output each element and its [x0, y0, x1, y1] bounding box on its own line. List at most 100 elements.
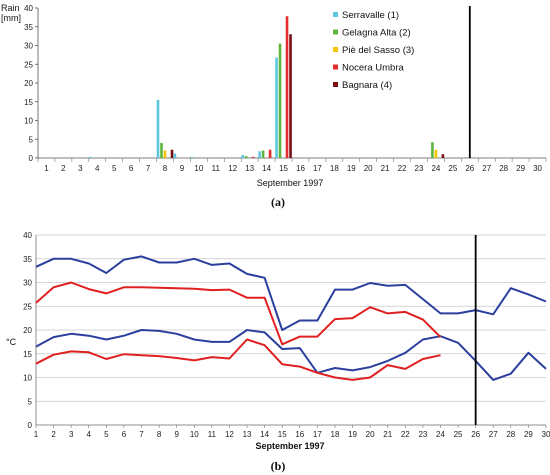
rain-x-tick-label: 24: [431, 164, 440, 173]
temperature-x-tick-label: 10: [190, 430, 199, 439]
rain-x-tick-label: 6: [129, 164, 134, 173]
rain-x-tick-label: 3: [78, 164, 83, 173]
caption-b: (b): [271, 459, 286, 473]
caption-a: (a): [271, 195, 285, 209]
temperature-series-line: [35, 255, 547, 331]
rain-legend-swatch: [333, 47, 338, 52]
rain-x-tick-label: 15: [279, 164, 288, 173]
temperature-x-tick-label: 22: [401, 430, 410, 439]
rain-x-tick-label: 29: [516, 164, 525, 173]
temperature-x-tick-label: 26: [471, 430, 480, 439]
temperature-y-tick-label: 35: [23, 255, 32, 264]
temperature-y-tick-label: 10: [23, 374, 32, 383]
rain-bar: [163, 150, 167, 158]
rain-y-tick-label: 5: [29, 135, 34, 144]
rain-x-tick-label: 10: [194, 164, 203, 173]
temperature-x-tick-label: 15: [278, 430, 287, 439]
temperature-x-tick-label: 9: [174, 430, 179, 439]
rain-x-tick-label: 12: [228, 164, 237, 173]
rain-x-tick-label: 16: [296, 164, 305, 173]
temperature-x-tick-label: 24: [436, 430, 445, 439]
temperature-y-tick-label: 40: [23, 231, 32, 240]
rain-x-label: September 1997: [257, 178, 324, 188]
rain-x-tick-label: 22: [398, 164, 407, 173]
rain-bar: [441, 154, 445, 158]
rain-bar: [275, 57, 278, 158]
temperature-x-tick-label: 28: [506, 430, 515, 439]
rain-legend-swatch: [333, 82, 338, 87]
rain-x-tick-label: 17: [313, 164, 322, 173]
temperature-series-line: [35, 329, 547, 381]
temperature-x-tick-label: 21: [383, 430, 392, 439]
temperature-x-label: September 1997: [255, 441, 324, 451]
rain-bar: [160, 143, 163, 158]
rain-legend-label: Piè del Sasso (3): [342, 45, 414, 56]
rain-y-tick-label: 30: [24, 42, 33, 51]
rain-bar: [268, 149, 272, 158]
temperature-x-tick-label: 8: [157, 430, 162, 439]
rain-x-tick-label: 23: [415, 164, 424, 173]
rain-bar: [88, 156, 92, 158]
temperature-x-tick-label: 12: [225, 430, 234, 439]
temperature-y-tick-label: 25: [23, 302, 32, 311]
rain-y-label-line1: Rain: [1, 3, 20, 13]
rain-x-tick-label: 7: [146, 164, 151, 173]
temperature-series-line: [35, 281, 442, 346]
rain-bar: [431, 142, 434, 158]
rain-y-axis: 0 5 10 15 20 25 30 35 40: [24, 4, 546, 163]
temperature-y-tick-label: 30: [23, 279, 32, 288]
temperature-x-tick-label: 2: [51, 430, 56, 439]
rain-x-axis: 1 2 3 4 5 6 7 8 9 10 11 12 13 14 15 16 17 18 19 20 21 22 23 24 2…: [37, 158, 547, 173]
rain-y-label-line2: [mm]: [1, 13, 21, 23]
temperature-x-tick-label: 17: [313, 430, 322, 439]
rain-bars: [88, 6, 471, 158]
temperature-x-tick-label: 1: [34, 430, 39, 439]
temperature-x-tick-label: 18: [331, 430, 340, 439]
rain-bar: [251, 156, 255, 158]
rain-legend-swatch: [333, 64, 338, 70]
temperature-x-tick-label: 25: [454, 430, 463, 439]
rain-bar: [278, 43, 282, 158]
rain-legend: Serravalle (1) Gelagna Alta (2) Piè del Sa…: [333, 10, 414, 91]
temperature-x-tick-label: 27: [489, 430, 498, 439]
rain-x-tick-label: 13: [245, 164, 254, 173]
rain-bar: [285, 16, 289, 158]
rain-legend-swatch: [333, 29, 338, 35]
temperature-y-tick-label: 0: [28, 421, 33, 430]
rain-x-tick-label: 21: [381, 164, 390, 173]
rain-x-tick-label: 20: [364, 164, 373, 173]
rain-bar: [156, 99, 160, 158]
rain-x-tick-label: 4: [95, 164, 100, 173]
temperature-x-tick-label: 20: [366, 430, 375, 439]
temperature-lines: [35, 235, 547, 425]
temperature-y-axis: 0 5 10 15 20 25 30 35 40: [23, 231, 546, 430]
rain-x-tick-label: 18: [330, 164, 339, 173]
rain-y-tick-label: 15: [24, 98, 33, 107]
rain-legend-label: Serravalle (1): [342, 10, 399, 21]
temperature-x-tick-label: 3: [69, 430, 74, 439]
rain-legend-swatch: [333, 12, 338, 17]
temperature-x-tick-label: 11: [208, 430, 217, 439]
rain-bar: [261, 150, 265, 158]
rain-x-tick-label: 19: [347, 164, 356, 173]
rain-legend-label: Gelagna Alta (2): [342, 28, 411, 39]
temperature-y-tick-label: 15: [23, 350, 32, 359]
temperature-y-label: °C: [6, 337, 17, 347]
temperature-x-tick-label: 13: [243, 430, 252, 439]
rain-legend-label: Bagnara (4): [342, 80, 392, 91]
temperature-x-tick-label: 6: [122, 430, 127, 439]
rain-x-tick-label: 30: [533, 164, 542, 173]
rain-bar: [289, 34, 292, 158]
temperature-x-tick-label: 30: [542, 430, 550, 439]
rain-x-tick-label: 11: [212, 164, 221, 173]
temperature-y-tick-label: 5: [28, 397, 33, 406]
rain-x-tick-label: 5: [112, 164, 117, 173]
rain-y-tick-label: 35: [24, 23, 33, 32]
rain-bar: [434, 149, 438, 158]
rain-x-tick-label: 14: [262, 164, 271, 173]
rain-bar: [173, 153, 177, 158]
temperature-series-line: [35, 338, 441, 381]
rain-x-tick-label: 25: [448, 164, 457, 173]
